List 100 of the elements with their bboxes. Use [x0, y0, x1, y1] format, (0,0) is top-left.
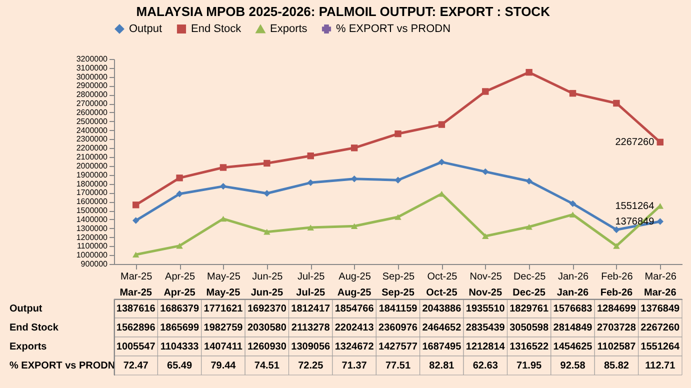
category-label: Sep-25 — [382, 288, 414, 298]
category-label: Jun-25 — [250, 288, 284, 298]
data-label: 1284699 — [596, 304, 636, 314]
text: 92.58 — [560, 360, 586, 372]
data-label: 1309056 — [291, 342, 331, 352]
data-label: 2814849 — [553, 322, 593, 334]
y-tick-label: 1700000 — [76, 188, 108, 198]
y-tick-label: 1900000 — [76, 170, 108, 180]
annotation: 1551264 — [615, 200, 655, 212]
text: End Stock — [10, 322, 58, 334]
legend-label: % EXPORT vs PRODN — [336, 22, 451, 35]
y-tick-label: 3000000 — [76, 72, 108, 82]
data-label: 1687495 — [422, 342, 462, 352]
text: Exports — [10, 342, 47, 352]
data-label: 1104333 — [160, 342, 200, 352]
data-label: 1562896 — [116, 322, 156, 334]
x-tick-label: Oct-25 — [427, 272, 458, 282]
point — [220, 164, 227, 171]
x-tick-label: Nov-25 — [470, 272, 502, 282]
x-tick-label: Dec-25 — [513, 272, 546, 282]
point — [350, 144, 358, 152]
data-label: 1316522 — [510, 342, 549, 352]
category-label: Nov-25 — [468, 288, 502, 298]
text: 62.63 — [472, 360, 498, 372]
legend-label: Output — [129, 22, 162, 35]
category-label: May-25 — [206, 288, 240, 298]
data-label: 3050598 — [510, 322, 549, 334]
data-label: 2267260 — [640, 322, 680, 334]
point — [569, 200, 576, 208]
x-tick-label: Sep-25 — [382, 272, 416, 282]
point — [264, 228, 270, 235]
y-tick-label: 2500000 — [76, 116, 108, 126]
point — [307, 179, 314, 186]
text: 72.25 — [298, 360, 324, 372]
y-tick-label: 2800000 — [76, 90, 108, 100]
annotation: 2267260 — [615, 137, 655, 148]
data-label: 1005547 — [116, 342, 156, 352]
point — [132, 252, 140, 258]
category-label: Oct-25 — [426, 288, 458, 298]
y-tick-label: 1500000 — [76, 206, 108, 216]
x-tick-label: Mar-25 — [120, 272, 153, 282]
point — [613, 226, 620, 234]
data-label: 1102587 — [597, 342, 636, 352]
data-label: 1260930 — [247, 342, 287, 352]
data-label: 2360976 — [378, 322, 418, 334]
point — [526, 224, 532, 230]
data-label: 1376849 — [640, 304, 680, 314]
text: 79.44 — [210, 360, 236, 372]
text: 65.49 — [167, 360, 192, 372]
y-tick-label: 3200000 — [76, 54, 108, 64]
x-tick-label: Feb-26 — [601, 272, 634, 282]
y-tick-label: 2700000 — [76, 99, 108, 108]
data-label: 1576683 — [553, 304, 593, 314]
point — [350, 223, 358, 230]
point — [526, 178, 532, 184]
data-label: 1551264 — [640, 342, 680, 352]
data-label: 1982759 — [204, 322, 244, 334]
x-tick-label: Jun-25 — [252, 272, 284, 282]
text: % EXPORT vs PRODN — [10, 360, 116, 372]
data-label: 2113278 — [291, 322, 330, 334]
data-label: 1427577 — [378, 342, 418, 352]
y-tick-label: 3100000 — [76, 63, 108, 72]
category-label: Jul-25 — [296, 288, 326, 298]
text: 74.51 — [254, 360, 280, 372]
y-tick-label: 2600000 — [76, 108, 108, 117]
point — [176, 242, 183, 249]
point — [176, 190, 183, 198]
point — [220, 216, 227, 222]
y-tick-label: 2200000 — [76, 144, 108, 153]
data-label: 2703728 — [596, 322, 636, 334]
chart-title: MALAYSIA MPOB 2025-2026: PALMOIL OUTPUT: EXPORT : STOCK — [136, 4, 551, 19]
data-label: 1686379 — [160, 304, 200, 314]
data-label: 2030580 — [247, 322, 287, 334]
point — [394, 130, 402, 138]
point — [613, 243, 620, 249]
legend-label: End Stock — [191, 22, 242, 35]
x-tick-label: Jul-25 — [297, 272, 326, 282]
category-label: Apr-25 — [164, 288, 196, 298]
category-label: Mar-25 — [120, 288, 152, 298]
text: Output — [10, 304, 42, 314]
category-label: Mar-26 — [644, 288, 676, 298]
point — [438, 158, 446, 166]
point — [438, 121, 446, 128]
legend-label: Exports — [270, 23, 308, 36]
data-label: 1829761 — [510, 304, 549, 314]
data-label: 1771621 — [204, 304, 244, 314]
data-label: 1324672 — [334, 342, 374, 352]
y-tick-label: 2000000 — [76, 161, 108, 170]
point — [394, 214, 402, 220]
y-tick-label: 900000 — [80, 260, 108, 268]
x-tick-label: Jan-26 — [558, 272, 589, 282]
point — [569, 90, 576, 97]
point — [264, 190, 270, 197]
y-tick-label: 1000000 — [76, 250, 108, 260]
category-label: Dec-25 — [512, 288, 546, 298]
category-label: Jan-26 — [556, 288, 589, 298]
text: 85.82 — [604, 360, 629, 372]
point — [264, 160, 270, 167]
y-tick-label: 2400000 — [76, 126, 108, 135]
text: 112.71 — [645, 360, 676, 372]
